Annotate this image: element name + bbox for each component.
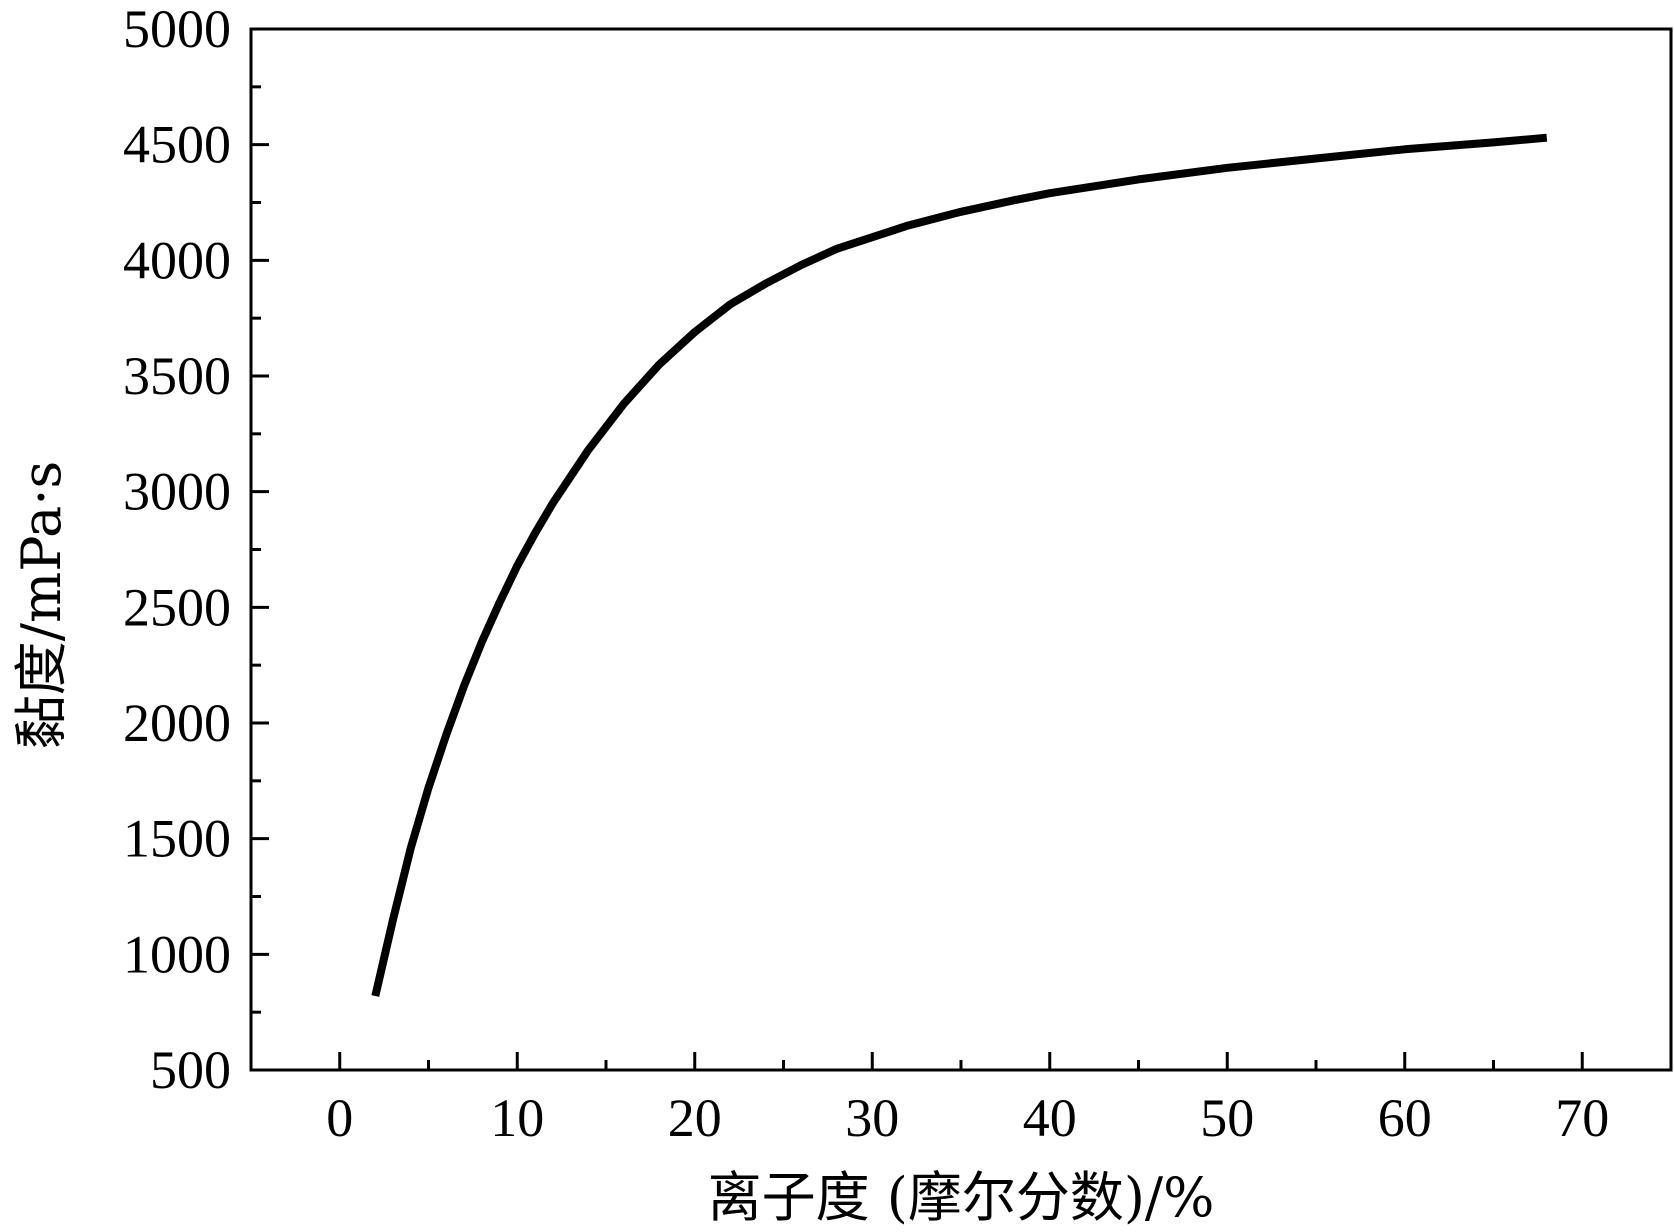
- y-tick-label: 2000: [123, 693, 231, 753]
- x-tick-label: 30: [845, 1088, 899, 1148]
- plot-frame: [249, 27, 1673, 1072]
- x-axis-tick-labels: 0 10 20 30 40 50 60 70: [326, 1088, 1609, 1148]
- y-axis-tick-labels: 500 1000 1500 2000 2500 3000 3500 4000 4500 5000: [123, 0, 231, 1100]
- x-tick-label: 10: [490, 1088, 544, 1148]
- x-axis-title: 离子度 (摩尔分数)/%: [708, 1166, 1215, 1229]
- series-line: [371, 133, 1548, 997]
- y-axis-title: 黏度/mPa·s: [10, 461, 73, 749]
- y-axis-ticks: [251, 27, 269, 1072]
- series-layer: [371, 133, 1548, 997]
- y-tick-label: 3500: [123, 346, 231, 406]
- y-tick-label: 5000: [123, 0, 231, 59]
- x-tick-label: 50: [1200, 1088, 1254, 1148]
- y-tick-label: 4500: [123, 115, 231, 175]
- x-tick-label: 20: [668, 1088, 722, 1148]
- x-tick-label: 70: [1555, 1088, 1609, 1148]
- y-tick-label: 500: [150, 1040, 231, 1100]
- y-tick-label: 4000: [123, 230, 231, 290]
- x-tick-label: 0: [326, 1088, 353, 1148]
- x-axis-ticks: [249, 1052, 1673, 1070]
- y-tick-label: 1500: [123, 809, 231, 869]
- x-tick-label: 40: [1023, 1088, 1077, 1148]
- y-tick-label: 2500: [123, 577, 231, 637]
- x-tick-label: 60: [1378, 1088, 1432, 1148]
- y-tick-label: 1000: [123, 924, 231, 984]
- y-tick-label: 3000: [123, 462, 231, 522]
